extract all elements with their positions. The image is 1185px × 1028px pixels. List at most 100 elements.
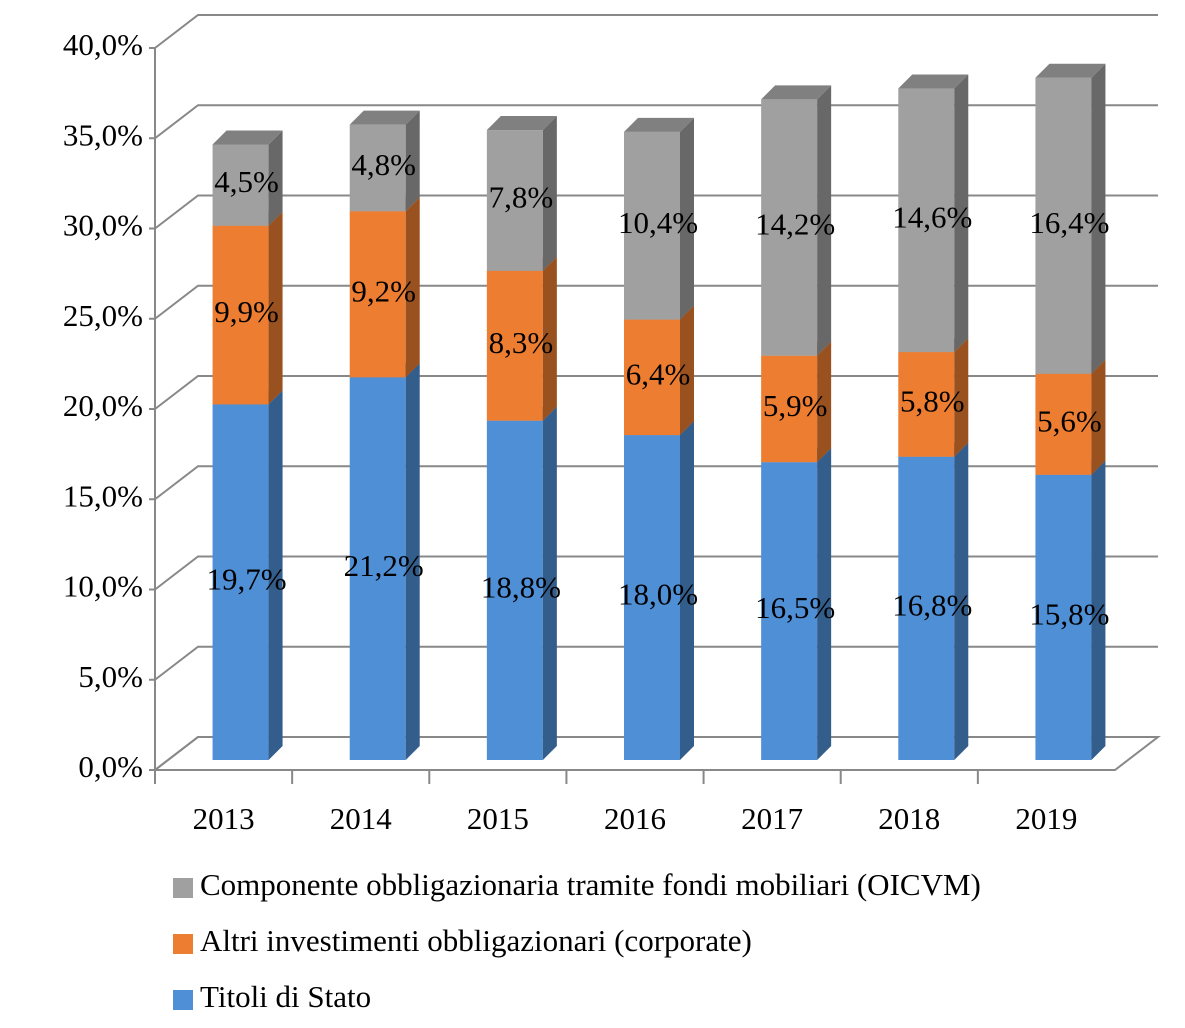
bar-side: [268, 390, 283, 760]
value-label: 18,0%: [618, 577, 698, 612]
y-tick-label: 35,0%: [63, 117, 143, 152]
legend-swatch: [173, 934, 193, 954]
bar-side: [268, 211, 283, 405]
bar-side: [542, 116, 557, 271]
bar-top: [486, 116, 557, 131]
value-label: 5,9%: [763, 388, 828, 423]
value-label: 9,2%: [351, 273, 416, 308]
value-label: 8,3%: [489, 325, 554, 360]
x-tick-label: 2017: [741, 801, 803, 836]
bar-segment: [898, 352, 955, 457]
bar-segment: [624, 131, 680, 320]
bar-segment: [761, 462, 818, 760]
bar-side: [954, 74, 969, 353]
bar-segment: [624, 319, 680, 436]
y-tick-label: 25,0%: [63, 298, 143, 333]
y-tick-label: 30,0%: [63, 208, 143, 243]
legend-swatch: [173, 878, 193, 898]
bar-side: [817, 85, 832, 356]
value-label: 9,9%: [214, 294, 279, 329]
value-label: 5,8%: [900, 384, 965, 419]
value-label: 14,2%: [755, 207, 835, 242]
value-label: 14,6%: [892, 199, 972, 234]
bar-side: [268, 130, 283, 226]
value-label: 19,7%: [207, 561, 287, 596]
bar-side: [680, 421, 694, 760]
x-tick-label: 2019: [1015, 801, 1077, 836]
legend-label: Componente obbligazionaria tramite fondi…: [200, 867, 981, 902]
bar-segment: [212, 225, 269, 405]
bar-segment: [486, 130, 543, 271]
grid-line: [154, 555, 1158, 591]
bar-side: [680, 117, 694, 320]
y-tick-label: 40,0%: [63, 27, 143, 62]
bar-side: [680, 305, 694, 436]
bar-side: [1091, 63, 1106, 374]
value-label: 10,4%: [618, 205, 698, 240]
bar-side: [405, 363, 420, 760]
bar-top: [349, 110, 420, 125]
y-tick-label: 10,0%: [63, 569, 143, 604]
value-label: 18,8%: [481, 569, 561, 604]
bar-side: [405, 110, 420, 212]
bar-segment: [898, 88, 955, 353]
bar-side: [954, 338, 969, 457]
value-label: 21,2%: [344, 548, 424, 583]
grid-line: [154, 375, 1158, 410]
bar-side: [542, 256, 557, 421]
bar-segment: [486, 270, 543, 421]
bar-segment: [761, 355, 818, 463]
bar-segment: [349, 124, 406, 212]
y-tick-label: 15,0%: [63, 478, 143, 513]
bar-segment: [212, 144, 269, 226]
grid-line: [154, 14, 1158, 49]
bar-segment: [212, 404, 269, 760]
value-label: 6,4%: [626, 356, 691, 391]
bar-side: [817, 341, 832, 463]
bar-side: [542, 406, 557, 760]
grid-line: [154, 284, 1158, 320]
bar-side: [817, 448, 832, 760]
value-label: 15,8%: [1029, 597, 1109, 632]
legend-label: Altri investimenti obbligazionari (corpo…: [200, 923, 752, 958]
x-tick-label: 2015: [467, 801, 529, 836]
bar-segment: [349, 377, 406, 760]
value-label: 5,6%: [1037, 403, 1102, 438]
bar-side: [954, 442, 969, 760]
x-tick-label: 2018: [878, 801, 940, 836]
bar-side: [405, 197, 420, 378]
x-tick-label: 2013: [193, 801, 255, 836]
bar-top: [212, 130, 283, 145]
grid-line: [154, 645, 1158, 681]
y-tick-label: 5,0%: [78, 659, 143, 694]
bar-side: [1091, 359, 1106, 475]
y-tick-label: 20,0%: [63, 388, 143, 423]
grid-line: [154, 736, 1158, 771]
bar-side: [1091, 460, 1106, 760]
bar-segment: [1035, 77, 1092, 374]
bar-segment: [349, 211, 406, 378]
value-label: 16,4%: [1029, 205, 1109, 240]
value-label: 7,8%: [489, 180, 554, 215]
bar-top: [898, 74, 969, 89]
bar-segment: [1035, 474, 1092, 760]
grid-line: [154, 465, 1158, 501]
bar-segment: [1035, 373, 1092, 475]
grid-line: [154, 194, 1158, 230]
legend-label: Titoli di Stato: [200, 979, 371, 1014]
bar-segment: [761, 99, 818, 356]
bar-top: [1035, 63, 1106, 78]
y-tick-label: 0,0%: [78, 749, 143, 784]
x-tick-label: 2014: [330, 801, 393, 836]
grid-line: [154, 104, 1158, 140]
bar-segment: [624, 435, 680, 760]
value-label: 4,5%: [214, 164, 279, 199]
value-label: 16,8%: [892, 587, 972, 622]
bar-top: [624, 117, 694, 132]
bar-segment: [486, 420, 543, 760]
x-tick-label: 2016: [604, 801, 666, 836]
value-label: 4,8%: [351, 147, 416, 182]
bar-top: [761, 85, 832, 100]
bar-segment: [898, 456, 955, 760]
